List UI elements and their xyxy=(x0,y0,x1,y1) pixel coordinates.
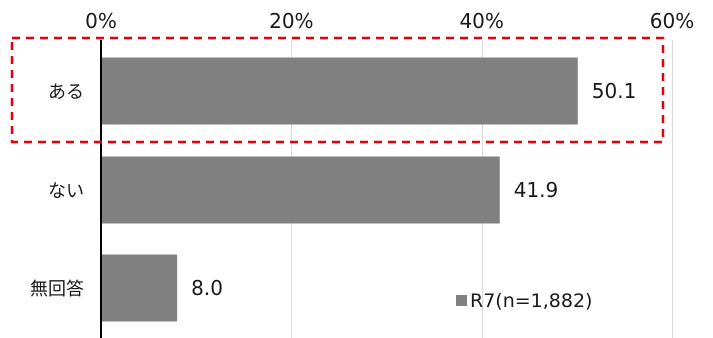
x-tick-label: 0% xyxy=(85,9,117,33)
value-label: 41.9 xyxy=(514,178,559,202)
value-labels: 50.1 41.9 8.0 xyxy=(191,79,636,300)
legend-swatch xyxy=(456,295,467,306)
category-label: ある xyxy=(48,82,84,103)
value-label: 50.1 xyxy=(592,79,637,103)
bar xyxy=(101,254,178,322)
legend: R7(n=1,882) xyxy=(456,290,592,312)
x-tick-label: 40% xyxy=(459,9,503,33)
category-label: 無回答 xyxy=(30,279,84,300)
bar xyxy=(101,156,500,224)
legend-label: R7(n=1,882) xyxy=(470,290,592,312)
category-label: ない xyxy=(48,181,84,202)
highlight-box xyxy=(10,36,665,144)
value-label: 8.0 xyxy=(191,276,223,300)
x-tick-label: 20% xyxy=(269,9,313,33)
x-axis-tick-labels: 0% 20% 40% 60% xyxy=(85,9,694,33)
x-tick-label: 60% xyxy=(650,9,694,33)
bars xyxy=(101,57,578,322)
bar xyxy=(101,57,578,125)
